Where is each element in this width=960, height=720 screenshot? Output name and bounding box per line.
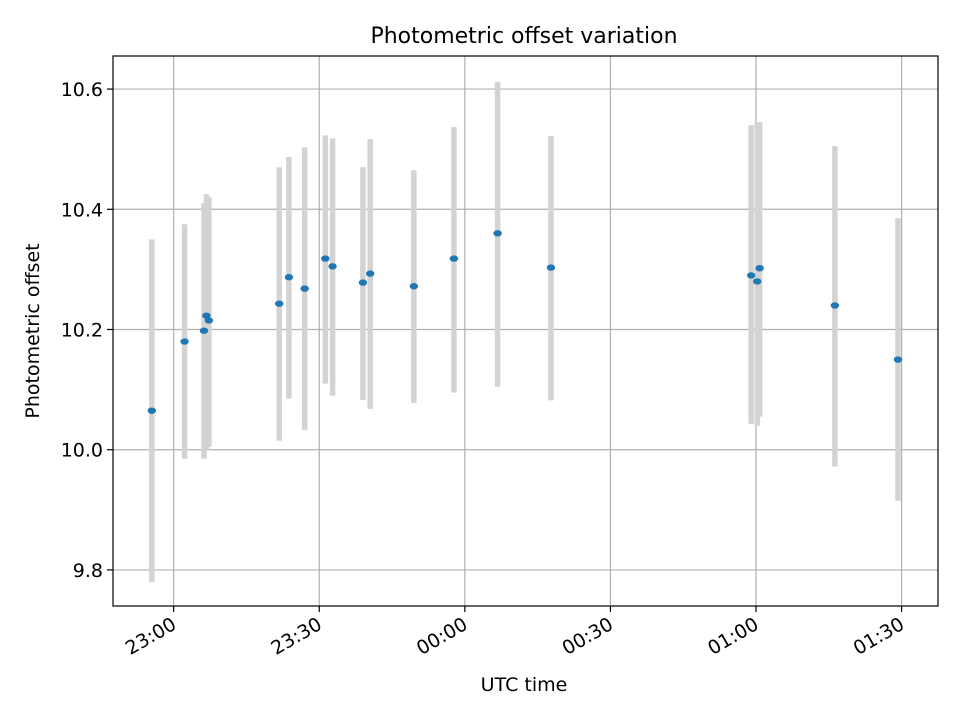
data-point <box>755 264 764 272</box>
data-points <box>147 230 903 414</box>
data-point <box>830 302 840 309</box>
data-point <box>199 327 209 334</box>
y-tick-label: 9.8 <box>73 560 103 582</box>
data-point <box>746 272 756 279</box>
data-point <box>147 407 157 414</box>
x-tick-label: 00:30 <box>558 613 616 659</box>
data-point <box>275 300 284 307</box>
y-axis: 9.8 10.0 10.2 10.4 10.6 <box>61 79 113 582</box>
data-point <box>300 285 309 292</box>
data-point <box>358 279 368 286</box>
y-tick-label: 10.0 <box>61 440 103 462</box>
data-point <box>180 338 189 345</box>
data-point <box>893 356 903 363</box>
data-point <box>546 264 556 271</box>
data-point <box>284 274 294 281</box>
y-tick-label: 10.6 <box>61 79 103 101</box>
y-tick-label: 10.4 <box>61 199 103 221</box>
data-point <box>328 263 337 270</box>
x-tick-label: 00:00 <box>413 613 471 659</box>
y-tick-label: 10.2 <box>61 319 103 341</box>
data-point <box>202 312 211 319</box>
grid-lines <box>113 56 938 606</box>
data-point <box>753 278 762 285</box>
x-tick-label: 01:30 <box>850 613 908 659</box>
y-axis-label: Photometric offset <box>22 243 44 418</box>
plot-area <box>112 55 939 607</box>
chart-title: Photometric offset variation <box>370 24 677 49</box>
data-point <box>449 255 459 262</box>
x-axis-label: UTC time <box>481 674 568 696</box>
x-tick-label: 23:30 <box>267 613 325 659</box>
x-tick-label: 23:00 <box>122 613 180 659</box>
data-point <box>366 270 375 277</box>
data-point <box>409 283 419 290</box>
data-point <box>204 317 214 324</box>
error-bars <box>149 81 901 582</box>
x-axis: 23:00 23:30 00:00 00:30 01:00 01:30 <box>122 606 908 660</box>
data-point <box>321 255 330 262</box>
plot-frame <box>112 55 939 607</box>
x-tick-label: 01:00 <box>704 613 762 659</box>
data-point <box>493 230 502 237</box>
